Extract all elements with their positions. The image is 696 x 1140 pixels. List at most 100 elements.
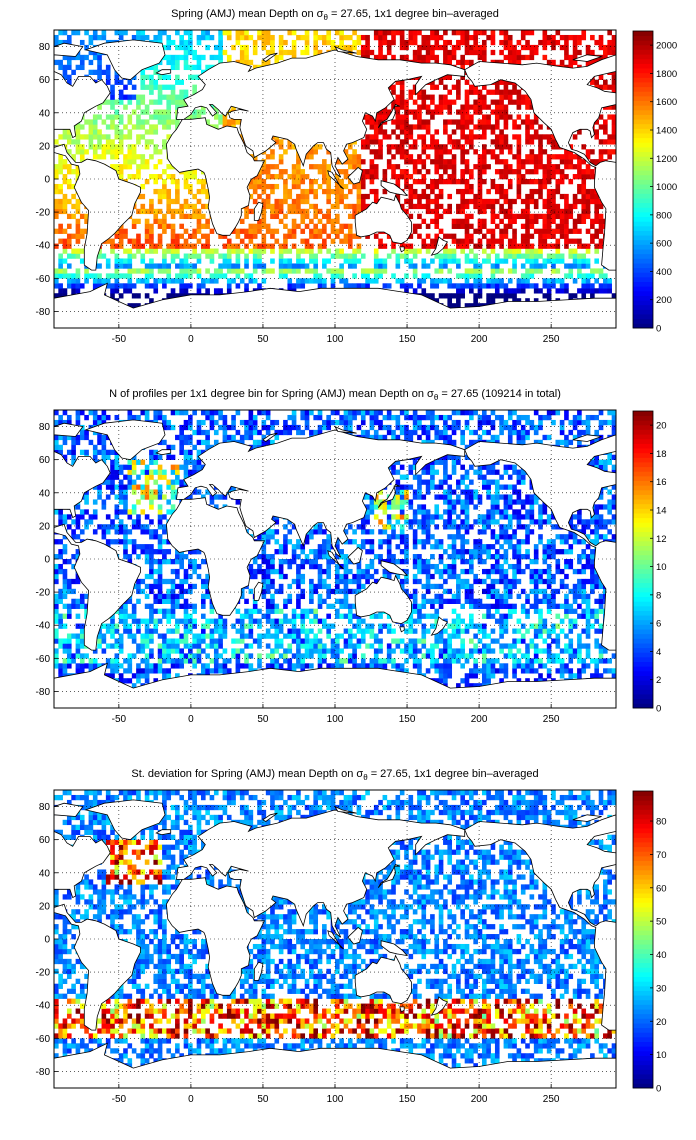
data-cell bbox=[438, 79, 444, 85]
colorbar-segment bbox=[633, 276, 653, 282]
data-cell bbox=[205, 44, 210, 51]
data-cell bbox=[239, 648, 245, 654]
data-cell bbox=[131, 154, 137, 160]
data-cell bbox=[551, 174, 556, 180]
data-cell bbox=[196, 64, 202, 71]
data-cell bbox=[568, 643, 574, 649]
data-cell bbox=[265, 30, 271, 36]
data-cell bbox=[149, 663, 154, 669]
data-cell bbox=[391, 273, 396, 279]
data-cell bbox=[456, 79, 461, 85]
colorbar-segment bbox=[633, 160, 653, 166]
data-cell bbox=[477, 668, 483, 674]
data-cell bbox=[175, 263, 180, 269]
data-cell bbox=[451, 658, 457, 664]
data-cell bbox=[434, 643, 440, 649]
colorbar-tick-label: 0 bbox=[656, 324, 661, 335]
data-cell bbox=[339, 658, 344, 664]
data-cell bbox=[196, 114, 202, 120]
data-cell bbox=[430, 663, 435, 669]
data-cell bbox=[313, 30, 319, 36]
data-cell bbox=[114, 129, 120, 135]
data-cell bbox=[577, 213, 582, 220]
data-cell bbox=[196, 34, 202, 41]
data-cell bbox=[603, 84, 608, 90]
data-cell bbox=[71, 54, 76, 61]
data-cell bbox=[499, 183, 504, 190]
land-mass bbox=[155, 69, 172, 76]
data-cell bbox=[170, 248, 176, 254]
data-cell bbox=[490, 30, 496, 36]
data-cell bbox=[54, 638, 59, 644]
data-cell bbox=[352, 44, 357, 51]
data-cell bbox=[175, 193, 180, 200]
data-cell bbox=[581, 288, 587, 294]
data-cell bbox=[231, 248, 236, 254]
data-cell bbox=[399, 139, 405, 145]
data-cell bbox=[149, 248, 154, 254]
data-cell bbox=[481, 44, 487, 51]
data-cell bbox=[123, 164, 128, 170]
data-cell bbox=[577, 129, 582, 135]
data-cell bbox=[555, 183, 561, 190]
data-cell bbox=[391, 34, 396, 41]
data-cell bbox=[546, 288, 552, 294]
data-cell bbox=[200, 648, 206, 654]
data-cell bbox=[110, 164, 115, 170]
data-cell bbox=[378, 39, 383, 46]
data-cell bbox=[425, 273, 431, 279]
data-cell bbox=[278, 144, 284, 150]
data-cell bbox=[66, 643, 72, 649]
data-cell bbox=[97, 134, 102, 140]
data-cell bbox=[438, 673, 444, 679]
colorbar-segment bbox=[633, 253, 653, 259]
colorbar-segment bbox=[633, 235, 653, 241]
data-cell bbox=[490, 238, 496, 244]
colorbar-segment bbox=[633, 156, 653, 162]
data-cell bbox=[529, 149, 535, 155]
data-cell bbox=[421, 54, 427, 61]
data-cell bbox=[499, 228, 504, 234]
data-cell bbox=[451, 223, 457, 229]
data-cell bbox=[127, 303, 133, 309]
data-cell bbox=[533, 218, 539, 224]
data-cell bbox=[149, 263, 154, 269]
data-cell bbox=[425, 193, 431, 200]
data-cell bbox=[136, 164, 141, 170]
data-cell bbox=[123, 248, 128, 254]
data-cell bbox=[92, 658, 98, 664]
data-cell bbox=[144, 144, 150, 150]
data-cell bbox=[529, 169, 535, 175]
data-cell bbox=[598, 44, 604, 51]
data-cell bbox=[421, 94, 427, 100]
data-cell bbox=[84, 30, 89, 36]
data-cell bbox=[75, 54, 81, 61]
data-cell bbox=[451, 30, 457, 36]
data-cell bbox=[58, 203, 63, 210]
data-cell bbox=[481, 144, 487, 150]
data-cell bbox=[438, 159, 444, 165]
data-cell bbox=[399, 54, 405, 61]
data-cell bbox=[144, 129, 150, 135]
data-cell bbox=[412, 188, 418, 195]
data-cell bbox=[162, 668, 167, 674]
data-cell bbox=[278, 653, 284, 659]
data-cell bbox=[434, 159, 440, 165]
data-cell bbox=[481, 30, 487, 36]
data-cell bbox=[127, 253, 133, 259]
data-cell bbox=[399, 79, 405, 85]
data-cell bbox=[270, 248, 275, 254]
data-cell bbox=[360, 169, 366, 175]
data-cell bbox=[149, 64, 154, 71]
data-cell bbox=[555, 164, 561, 170]
data-cell bbox=[110, 154, 115, 160]
data-cell bbox=[412, 179, 418, 185]
data-cell bbox=[343, 183, 349, 190]
data-cell bbox=[222, 114, 228, 120]
data-cell bbox=[538, 149, 543, 155]
data-cell bbox=[231, 278, 236, 284]
data-cell bbox=[503, 94, 509, 100]
data-cell bbox=[512, 643, 517, 649]
data-cell bbox=[512, 238, 517, 244]
data-cell bbox=[287, 144, 293, 150]
